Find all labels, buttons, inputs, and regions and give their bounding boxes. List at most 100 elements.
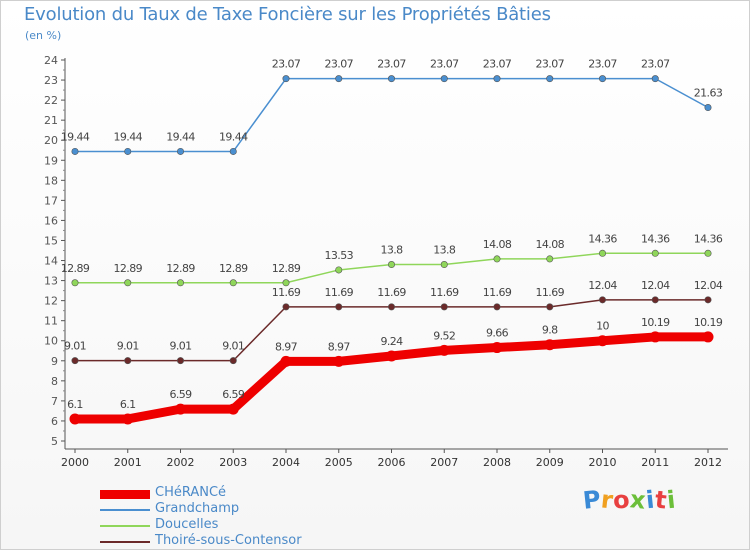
y-tick-label: 15 xyxy=(44,234,58,247)
chart-title: Evolution du Taux de Taxe Foncière sur l… xyxy=(24,4,551,25)
data-label-thoire-sous-contensor: 11.69 xyxy=(536,286,565,299)
data-point-che-rance- xyxy=(386,350,397,362)
data-label-thoire-sous-contensor: 11.69 xyxy=(272,286,301,299)
data-point-thoire-sous-contensor xyxy=(229,357,237,365)
y-tick-label: 14 xyxy=(44,255,58,268)
data-label-che-rance-: 6.59 xyxy=(222,388,245,401)
data-point-che-rance- xyxy=(122,413,134,425)
data-point-doucelles xyxy=(335,266,343,274)
y-tick-label: 12 xyxy=(44,295,58,308)
x-tick-label: 2010 xyxy=(589,456,617,469)
x-tick-label: 2005 xyxy=(325,456,353,469)
data-point-grandchamp xyxy=(387,75,395,83)
data-label-che-rance-: 10.19 xyxy=(694,316,723,329)
data-label-grandchamp: 19.44 xyxy=(114,130,143,143)
x-tick-label: 2007 xyxy=(430,456,458,469)
data-point-doucelles xyxy=(493,255,501,263)
data-point-che-rance- xyxy=(702,331,714,343)
data-point-che-rance- xyxy=(544,339,556,351)
data-point-doucelles xyxy=(124,279,132,287)
data-label-thoire-sous-contensor: 9.01 xyxy=(169,340,191,353)
data-point-doucelles xyxy=(704,249,712,257)
data-point-che-rance- xyxy=(597,335,608,347)
y-tick-label: 20 xyxy=(44,134,58,147)
data-label-thoire-sous-contensor: 12.04 xyxy=(588,279,617,292)
data-point-doucelles xyxy=(440,261,448,269)
y-axis-unit: (en %) xyxy=(25,29,62,42)
y-tick-label: 16 xyxy=(44,214,58,227)
data-label-doucelles: 12.89 xyxy=(166,262,195,275)
x-tick-label: 2008 xyxy=(483,456,511,469)
data-point-doucelles xyxy=(546,255,554,263)
data-label-thoire-sous-contensor: 9.01 xyxy=(117,340,139,353)
data-point-thoire-sous-contensor xyxy=(546,303,554,311)
y-tick-label: 13 xyxy=(44,275,58,288)
legend-swatch xyxy=(100,541,150,543)
data-label-thoire-sous-contensor: 9.01 xyxy=(64,340,86,353)
data-point-grandchamp xyxy=(546,75,554,83)
data-point-doucelles xyxy=(177,279,185,287)
x-tick-label: 2011 xyxy=(641,456,669,469)
data-label-doucelles: 12.89 xyxy=(114,262,143,275)
data-point-thoire-sous-contensor xyxy=(440,303,448,311)
data-label-che-rance-: 9.52 xyxy=(433,329,455,342)
y-tick-label: 5 xyxy=(51,435,58,448)
x-tick-label: 2003 xyxy=(219,456,247,469)
data-label-doucelles: 14.36 xyxy=(641,232,670,245)
data-label-grandchamp: 23.07 xyxy=(483,58,512,71)
y-tick-label: 24 xyxy=(44,54,58,67)
data-point-thoire-sous-contensor xyxy=(598,296,606,304)
data-point-thoire-sous-contensor xyxy=(335,303,343,311)
x-tick-label: 2009 xyxy=(536,456,564,469)
data-label-che-rance-: 10 xyxy=(596,320,609,333)
data-label-grandchamp: 23.07 xyxy=(377,58,406,71)
data-label-thoire-sous-contensor: 11.69 xyxy=(377,286,406,299)
legend-swatch xyxy=(100,509,150,511)
data-point-che-rance- xyxy=(227,403,239,415)
data-label-thoire-sous-contensor: 11.69 xyxy=(430,286,459,299)
data-label-doucelles: 12.89 xyxy=(61,262,90,275)
y-tick-label: 19 xyxy=(44,154,58,167)
data-label-thoire-sous-contensor: 11.69 xyxy=(325,286,354,299)
legend-label: Doucelles xyxy=(155,517,219,532)
data-label-grandchamp: 23.07 xyxy=(430,58,459,71)
data-label-doucelles: 14.36 xyxy=(588,232,617,245)
data-point-thoire-sous-contensor xyxy=(493,303,501,311)
data-point-doucelles xyxy=(282,279,290,287)
data-point-che-rance- xyxy=(175,403,186,415)
data-label-grandchamp: 19.44 xyxy=(219,130,248,143)
data-point-che-rance- xyxy=(491,342,503,354)
data-label-grandchamp: 19.44 xyxy=(166,130,195,143)
x-tick-label: 2006 xyxy=(378,456,406,469)
data-label-grandchamp: 23.07 xyxy=(272,58,301,71)
data-label-doucelles: 13.53 xyxy=(325,249,354,262)
data-label-doucelles: 14.36 xyxy=(694,232,723,245)
data-point-grandchamp xyxy=(651,75,659,83)
data-point-thoire-sous-contensor xyxy=(71,357,79,365)
y-tick-label: 8 xyxy=(51,375,58,388)
data-label-che-rance-: 6.59 xyxy=(169,388,192,401)
data-label-doucelles: 13.8 xyxy=(433,244,456,257)
data-point-thoire-sous-contensor xyxy=(651,296,659,304)
data-point-grandchamp xyxy=(704,104,712,112)
data-label-thoire-sous-contensor: 12.04 xyxy=(641,279,670,292)
data-point-grandchamp xyxy=(598,75,606,83)
data-point-che-rance- xyxy=(69,413,81,425)
y-tick-label: 11 xyxy=(44,315,58,328)
data-point-thoire-sous-contensor xyxy=(704,296,712,304)
y-tick-label: 18 xyxy=(44,174,58,187)
data-point-doucelles xyxy=(71,279,79,287)
data-point-grandchamp xyxy=(282,75,290,83)
data-point-thoire-sous-contensor xyxy=(387,303,395,311)
data-label-doucelles: 12.89 xyxy=(272,262,301,275)
data-label-thoire-sous-contensor: 9.01 xyxy=(222,340,244,353)
data-point-che-rance- xyxy=(649,331,661,343)
data-point-che-rance- xyxy=(280,355,292,367)
data-label-doucelles: 14.08 xyxy=(536,238,565,251)
data-point-grandchamp xyxy=(124,147,132,155)
legend-swatch xyxy=(100,525,150,527)
data-label-grandchamp: 21.63 xyxy=(694,87,723,100)
y-tick-label: 21 xyxy=(44,114,58,127)
x-tick-label: 2002 xyxy=(167,456,195,469)
